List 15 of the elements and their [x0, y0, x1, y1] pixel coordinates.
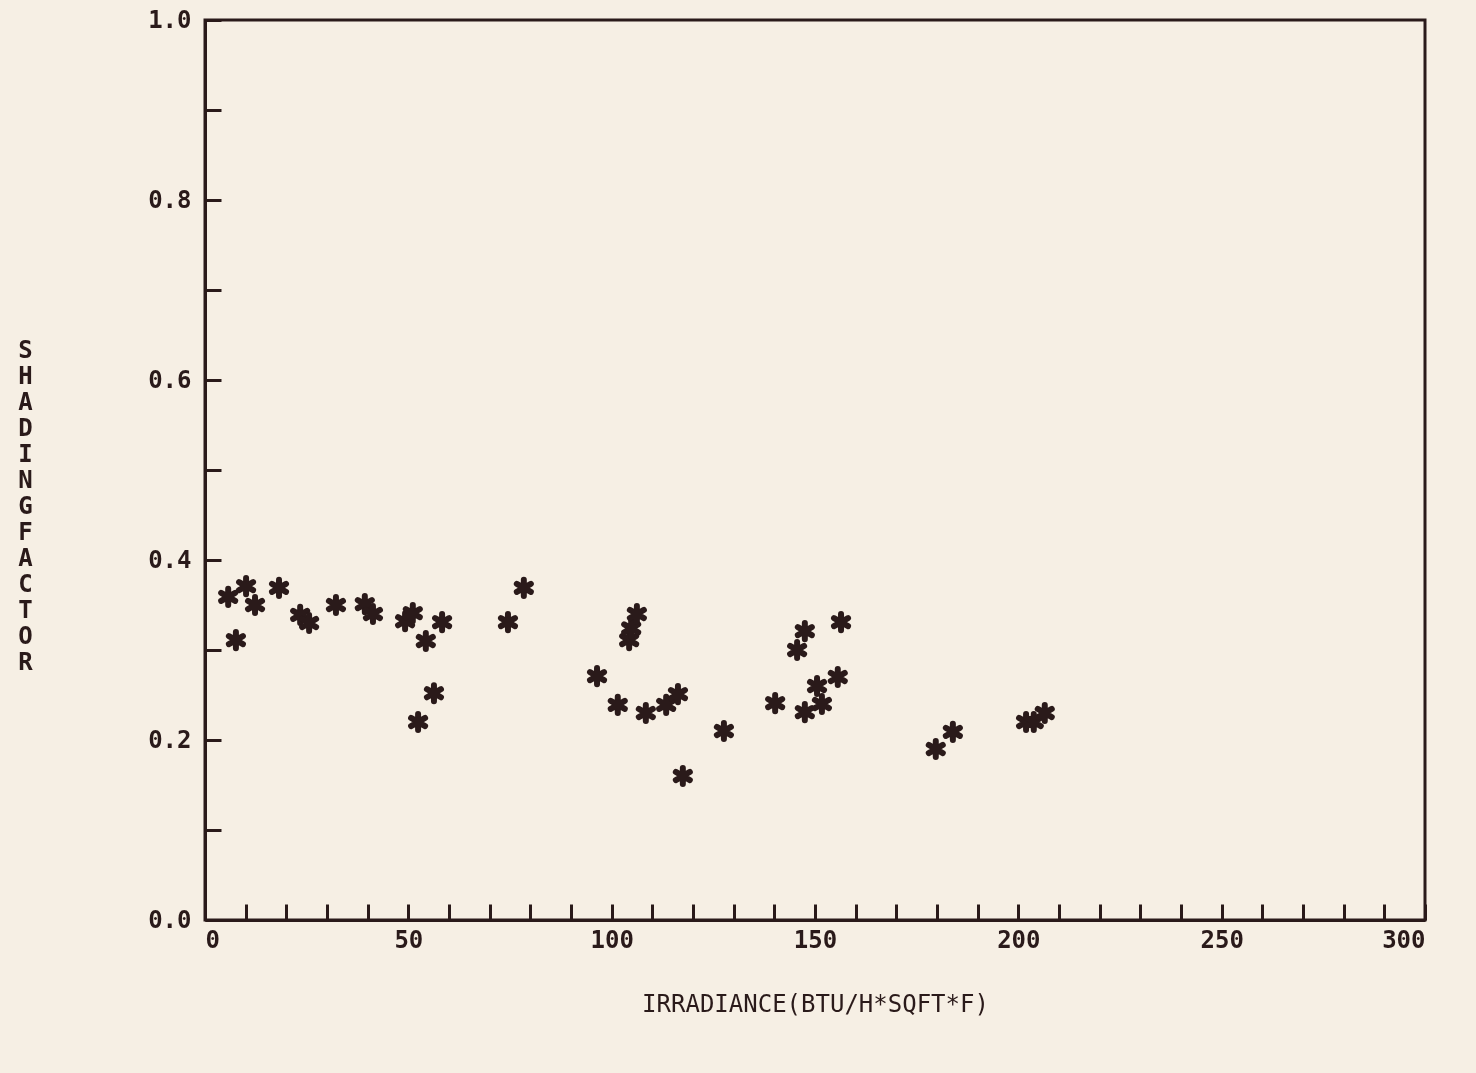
x-tick-label: 0 [205, 925, 220, 954]
x-tick-label: 150 [793, 925, 838, 954]
y-tick-label: 0.2 [148, 725, 192, 754]
x-axis-title: IRRADIANCE(BTU/H*SQFT*F) [642, 989, 989, 1018]
x-tick-label: 100 [590, 925, 634, 954]
x-tick-label: 250 [1200, 925, 1244, 954]
y-tick-label: 0.8 [148, 185, 192, 214]
text: SHADING FACTOR [18, 335, 33, 676]
x-tick-label: 200 [997, 925, 1041, 954]
y-tick-label: 0.0 [148, 905, 192, 934]
x-tick-label: 50 [394, 925, 424, 954]
y-tick-label: 0.6 [148, 365, 192, 394]
x-tick-label: 300 [1382, 925, 1426, 954]
y-tick-label: 1.0 [148, 5, 192, 34]
y-tick-label: 0.4 [148, 545, 192, 574]
